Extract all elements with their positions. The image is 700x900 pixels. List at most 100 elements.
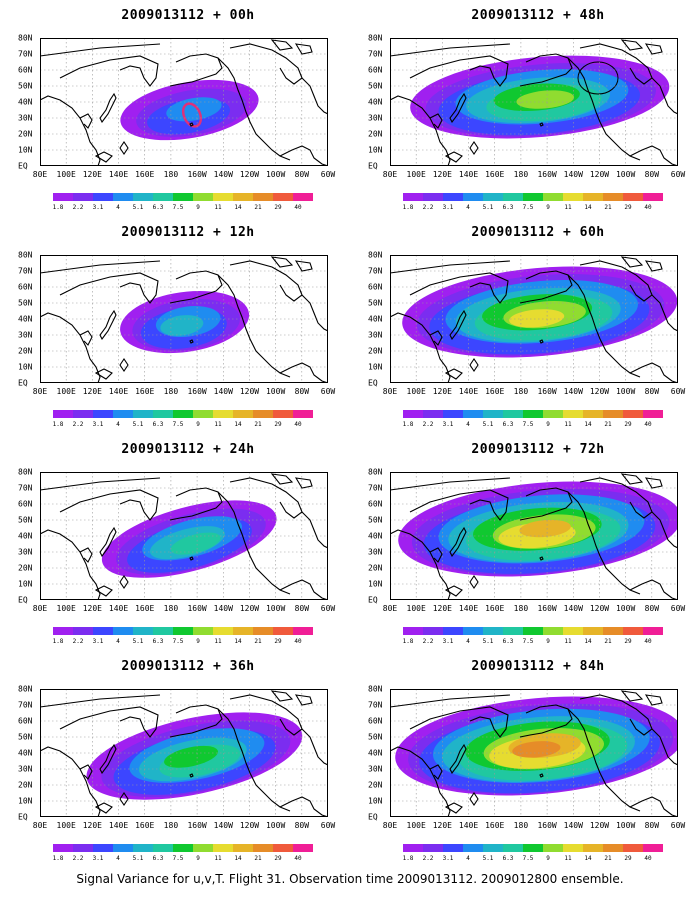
colorbar-swatch [643, 844, 663, 852]
colorbar-swatch [583, 193, 603, 201]
panel-title: 2009013112 + 12h [121, 225, 255, 240]
latitude-tick-label: 70N [368, 483, 383, 493]
longitude-tick-label: 60W [670, 170, 686, 179]
colorbar-swatch [603, 410, 623, 418]
coastline [169, 270, 223, 304]
coastline [40, 694, 161, 708]
coastline [279, 362, 328, 383]
colorbar-swatch [523, 410, 543, 418]
colorbar-label: 3.1 [92, 638, 104, 645]
colorbar-label: 3.1 [442, 638, 454, 645]
colorbar-label: 1.8 [52, 638, 64, 645]
colorbar-label: 3.1 [442, 421, 454, 428]
coastline [270, 39, 294, 51]
coastline [629, 579, 678, 600]
coastline [409, 55, 509, 87]
longitude-tick-label: 180 [163, 170, 179, 179]
colorbar-label: 7.5 [522, 421, 534, 428]
longitude-tick-label: 140W [213, 387, 233, 396]
coastline [79, 547, 93, 563]
map-panel: 2009013112 + 12h 80E 100E 120E 140E 160E 180 16… [18, 225, 358, 435]
variance-map [40, 255, 328, 383]
variance-map [390, 255, 678, 383]
latitude-tick-label: 10N [368, 796, 383, 806]
colorbar-label: 40 [644, 421, 652, 428]
colorbar-swatch [113, 410, 133, 418]
longitude-tick-label: 160W [537, 604, 557, 613]
colorbar-swatch [543, 844, 563, 852]
colorbar-swatch [273, 627, 293, 635]
colorbar-label: 40 [294, 421, 302, 428]
longitude-tick-label: 80W [294, 604, 310, 613]
colorbar-swatch [233, 844, 253, 852]
latitude-tick-label: 80N [18, 467, 33, 477]
coastline [169, 704, 223, 738]
colorbar-swatch [643, 410, 663, 418]
longitude-tick-label: 80W [644, 387, 660, 396]
coastline [390, 43, 511, 57]
colorbar-swatch [483, 627, 503, 635]
colorbar-label: 7.5 [172, 855, 184, 862]
latitude-tick-label: 50N [18, 81, 33, 91]
longitude-tick-label: 80W [644, 604, 660, 613]
latitude-tick-label: 30N [18, 764, 33, 774]
colorbar-swatch [523, 193, 543, 201]
colorbar-swatch [503, 193, 523, 201]
coastline [99, 309, 117, 341]
latitude-tick-label: EQ [368, 378, 378, 388]
latitude-tick-label: EQ [368, 812, 378, 822]
colorbar-label: 11 [214, 421, 222, 428]
panel-title: 2009013112 + 60h [471, 225, 605, 240]
coastline [444, 585, 463, 597]
coastline [449, 526, 467, 558]
coastline [94, 585, 113, 597]
coastline [390, 477, 511, 491]
coastline [217, 57, 291, 161]
colorbar-label: 2.2 [422, 638, 434, 645]
colorbar-label: 21 [254, 638, 262, 645]
longitude-tick-label: 160W [187, 170, 207, 179]
colorbar-label: 5.1 [482, 204, 494, 211]
coastline [189, 122, 194, 127]
colorbar-label: 2.2 [72, 421, 84, 428]
coastline [79, 113, 93, 129]
longitude-tick-label: 100W [615, 604, 636, 613]
longitude-tick-label: 100W [265, 821, 286, 830]
colorbar-label: 2.2 [422, 204, 434, 211]
map-panel: 2009013112 + 36h 80E 100E 120E 140E 160E 180 16… [18, 659, 358, 869]
longitude-tick-label: 100W [615, 821, 636, 830]
colorbar-label: 11 [564, 638, 572, 645]
coastline [409, 706, 509, 738]
colorbar-swatch [73, 627, 93, 635]
colorbar-swatch [153, 193, 173, 201]
longitude-tick-label: 140W [563, 604, 583, 613]
longitude-tick-label: 180 [513, 170, 529, 179]
longitude-tick-label: 100W [265, 387, 286, 396]
colorbar-swatch [623, 193, 643, 201]
coastline [59, 272, 159, 304]
longitude-tick-label: 120E [432, 170, 452, 179]
coastline [579, 694, 653, 736]
coastline [294, 260, 313, 272]
latitude-tick-label: 50N [18, 515, 33, 525]
longitude-tick-label: 80W [294, 387, 310, 396]
colorbar-label: 4 [466, 421, 470, 428]
latitude-tick-label: 20N [368, 129, 383, 139]
coastline [40, 260, 161, 274]
coastline [620, 39, 644, 51]
latitude-tick-label: EQ [18, 161, 28, 171]
coastline [270, 690, 294, 702]
variance-contour [170, 532, 221, 555]
colorbar-label: 1.8 [402, 421, 414, 428]
colorbar-swatch [153, 410, 173, 418]
latitude-tick-label: 10N [18, 579, 33, 589]
longitude-tick-label: 80E [32, 387, 48, 396]
colorbar-swatch [253, 627, 273, 635]
colorbar-label: 1.8 [52, 855, 64, 862]
latitude-tick-label: EQ [18, 595, 28, 605]
longitude-tick-label: 80E [382, 604, 398, 613]
colorbar-label: 21 [254, 204, 262, 211]
colorbar-swatch [523, 627, 543, 635]
colorbar-label: 14 [234, 638, 242, 645]
latitude-tick-label: 20N [368, 563, 383, 573]
